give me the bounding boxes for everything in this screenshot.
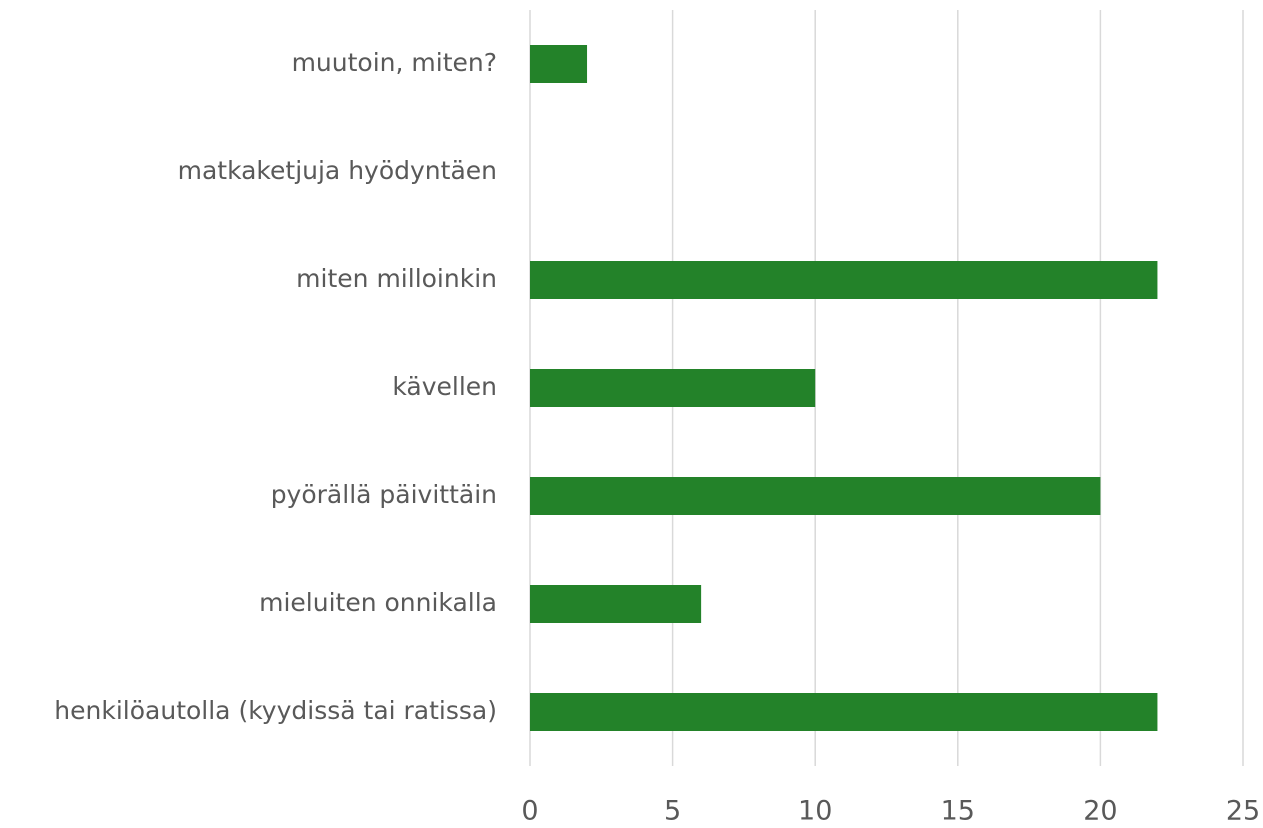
category-label: miten milloinkin xyxy=(296,264,497,293)
category-label: pyörällä päivittäin xyxy=(271,480,497,509)
bar xyxy=(530,45,588,83)
x-tick-label: 5 xyxy=(664,796,681,827)
x-tick-label: 15 xyxy=(941,796,975,827)
x-tick-label: 0 xyxy=(521,796,538,827)
category-label: muutoin, miten? xyxy=(292,48,497,77)
bar xyxy=(530,585,702,623)
bar xyxy=(530,477,1101,515)
x-tick-label: 25 xyxy=(1226,796,1260,827)
bar xyxy=(530,369,816,407)
bar xyxy=(530,261,1158,299)
x-tick-label: 10 xyxy=(798,796,832,827)
bar xyxy=(530,693,1158,731)
category-label: kävellen xyxy=(392,372,497,401)
x-tick-label: 20 xyxy=(1083,796,1117,827)
category-label: matkaketjuja hyödyntäen xyxy=(178,156,497,185)
category-label: henkilöautolla (kyydissä tai ratissa) xyxy=(54,696,497,725)
category-label: mieluiten onnikalla xyxy=(259,588,497,617)
